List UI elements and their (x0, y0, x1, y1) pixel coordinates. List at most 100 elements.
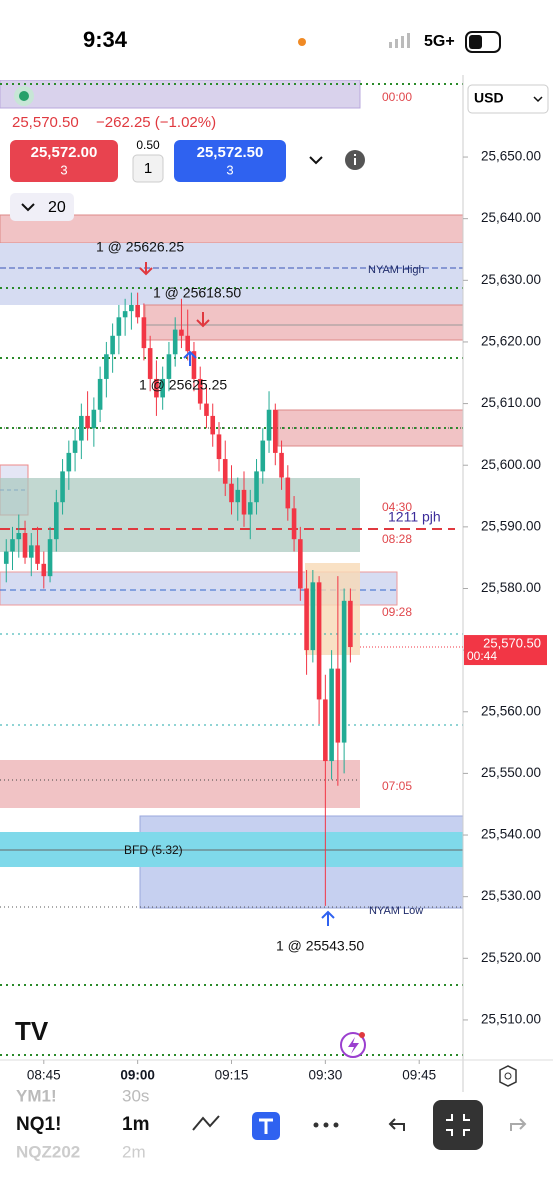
undo[interactable] (388, 1118, 405, 1131)
time-label: 07:05 (382, 779, 412, 793)
flash-badge (359, 1032, 365, 1038)
buy-price: 25,572.50 (197, 144, 264, 161)
candle-body (285, 477, 291, 509)
candle-body (191, 351, 197, 379)
battery-level (469, 35, 482, 49)
y-tick-label: 25,590.00 (481, 518, 541, 533)
candle-body (316, 582, 322, 700)
sell-price: 25,572.00 (31, 144, 98, 161)
interval[interactable]: 1m (122, 1114, 149, 1135)
last-price-label: 25,570.50 (483, 635, 541, 650)
x-tick-label: 09:00 (120, 1068, 155, 1083)
candle-body (266, 409, 272, 441)
candle-body (210, 415, 216, 435)
fullscreen-glyph (446, 1114, 470, 1136)
candle-body (72, 440, 78, 453)
battery (465, 31, 501, 53)
last-price-tag (464, 635, 547, 666)
more[interactable] (313, 1122, 339, 1128)
interval-next[interactable]: 2m (122, 1142, 146, 1161)
tick-size: 0.50 (136, 138, 160, 152)
candle-body (204, 403, 209, 416)
candle-body (60, 471, 65, 503)
interval-prev[interactable]: 30s (122, 1086, 149, 1105)
time-label: 08:28 (382, 532, 412, 546)
y-tick-label: 25,540.00 (481, 827, 541, 842)
time-label: 04:30 (382, 500, 412, 514)
candle-body (79, 415, 84, 441)
trade-glyph (259, 1118, 273, 1134)
sell-qty: 3 (60, 162, 67, 177)
info-glyph (354, 154, 356, 156)
status-icon-dot (19, 91, 29, 101)
scale-box[interactable] (10, 193, 74, 221)
candle-body (179, 329, 184, 336)
candle-body (135, 304, 140, 318)
candle-body (291, 508, 297, 540)
candle-body (129, 304, 134, 312)
candle-body (147, 348, 153, 379)
symbol-prev[interactable]: YM1! (16, 1086, 57, 1105)
level-label: NYAM High (368, 264, 425, 276)
quantity-box[interactable] (132, 154, 164, 183)
y-tick-label: 25,560.00 (481, 703, 541, 718)
fill-arrows (139, 262, 335, 926)
level-label: NYAM Low (369, 905, 423, 917)
x-tick-label: 09:30 (308, 1068, 342, 1083)
symbol-next[interactable]: NQZ202 (16, 1142, 80, 1161)
info-glyph (354, 158, 356, 165)
countdown: 00:44 (467, 649, 497, 663)
candle-body (335, 668, 341, 743)
x-tick-label: 09:15 (215, 1068, 249, 1083)
x-tick-label: 09:45 (402, 1068, 436, 1083)
fill-label: 1 @ 25543.50 (276, 938, 364, 954)
candle-body (122, 311, 128, 318)
candle-body (41, 563, 47, 577)
candle-body (166, 354, 172, 379)
candle-body (16, 533, 22, 540)
candle-body (247, 502, 253, 515)
level-label: BFD (5.32) (124, 843, 183, 857)
y-tick-label: 25,580.00 (481, 580, 541, 595)
buy-qty: 3 (226, 162, 233, 177)
settings[interactable] (499, 1065, 517, 1087)
candle-body (160, 378, 165, 398)
candle-body (3, 551, 9, 564)
sell-button[interactable] (10, 140, 118, 182)
expand[interactable] (309, 156, 323, 165)
x-tick-label: 08:45 (27, 1068, 61, 1083)
candle-body (185, 335, 191, 352)
candle-body (54, 502, 59, 540)
fill-label: 1 @ 25626.25 (96, 239, 184, 255)
logo: TV (15, 1016, 49, 1046)
candle-body (47, 539, 53, 577)
candle-body (197, 378, 203, 404)
symbol[interactable]: NQ1! (16, 1114, 61, 1135)
flash-glyph (348, 1037, 359, 1054)
fullscreen[interactable] (433, 1100, 483, 1150)
draw-tool[interactable] (192, 1115, 220, 1131)
candle-body (154, 378, 159, 398)
drawings (0, 80, 463, 1056)
quote: 25,570.50 (12, 114, 79, 131)
level-label: 1211 pjh (388, 509, 441, 525)
currency: USD (474, 90, 504, 106)
y-tick-label: 25,610.00 (481, 395, 541, 410)
candle-body (97, 378, 103, 410)
clock: 9:34 (83, 27, 128, 52)
signal (389, 33, 410, 48)
candle-body (323, 699, 328, 762)
redo[interactable] (510, 1118, 527, 1131)
y-tick-label: 25,620.00 (481, 334, 541, 349)
y-tick-label: 25,600.00 (481, 457, 541, 472)
buy-button[interactable] (174, 140, 286, 182)
candle-body (329, 668, 334, 762)
y-tick-label: 25,630.00 (481, 272, 541, 287)
settings-glyph (504, 1072, 512, 1080)
candles (3, 292, 353, 906)
currency-select[interactable] (467, 84, 549, 114)
candle-body (110, 335, 115, 355)
fill-label: 1 @ 25618.50 (153, 285, 241, 301)
